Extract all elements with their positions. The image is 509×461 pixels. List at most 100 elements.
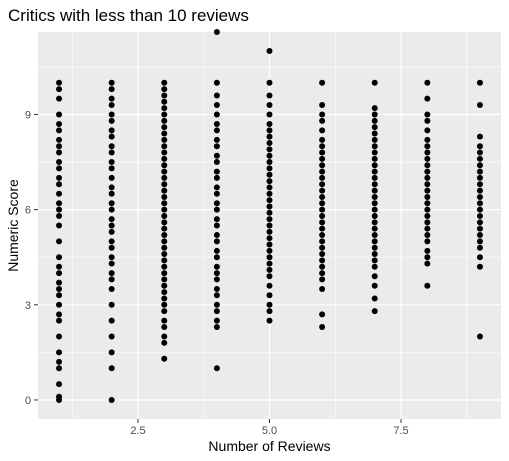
data-point [371, 168, 378, 175]
data-point [319, 101, 326, 108]
data-point [108, 244, 115, 251]
data-point [161, 238, 168, 245]
data-point [161, 333, 168, 340]
data-point [161, 282, 168, 289]
data-point [213, 292, 220, 299]
data-point [371, 105, 378, 112]
data-point [371, 263, 378, 270]
data-point [319, 200, 326, 207]
data-point [371, 232, 378, 239]
y-axis-title: Numeric Score [5, 179, 21, 272]
data-point [161, 124, 168, 131]
data-point [424, 181, 431, 188]
data-point [161, 193, 168, 200]
data-point [108, 200, 115, 207]
data-point [108, 222, 115, 229]
data-point [476, 181, 483, 188]
data-point [371, 187, 378, 194]
data-point [56, 86, 63, 93]
data-point [319, 174, 326, 181]
data-point [161, 301, 168, 308]
data-point [371, 111, 378, 118]
data-point [161, 355, 168, 362]
data-point [476, 238, 483, 245]
data-point [371, 174, 378, 181]
data-point [424, 95, 431, 102]
data-point [371, 117, 378, 124]
data-point [319, 212, 326, 219]
data-point [424, 260, 431, 267]
data-point [56, 358, 63, 365]
data-point [213, 92, 220, 99]
data-point [476, 149, 483, 156]
data-point [266, 48, 273, 55]
data-point [161, 295, 168, 302]
data-point [266, 133, 273, 140]
data-point [108, 276, 115, 283]
data-point [56, 301, 63, 308]
data-point [213, 174, 220, 181]
data-point [108, 111, 115, 118]
data-point [266, 165, 273, 172]
data-point [476, 79, 483, 86]
data-point [213, 190, 220, 197]
data-point [213, 152, 220, 159]
data-point [161, 308, 168, 315]
data-point [266, 317, 273, 324]
x-axis-title: Number of Reviews [208, 438, 330, 454]
data-point [108, 165, 115, 172]
data-point [476, 193, 483, 200]
data-point [266, 190, 273, 197]
data-point [266, 159, 273, 166]
data-point [213, 317, 220, 324]
data-point [108, 143, 115, 150]
data-point [319, 225, 326, 232]
data-point [108, 190, 115, 197]
data-point [108, 365, 115, 372]
data-point [108, 101, 115, 108]
x-tick-label: 5.0 [262, 425, 277, 437]
data-point [213, 276, 220, 283]
data-point [161, 244, 168, 251]
data-point [266, 254, 273, 261]
data-point [319, 149, 326, 156]
data-point [161, 200, 168, 207]
data-point [161, 92, 168, 99]
data-point [161, 143, 168, 150]
data-point [266, 111, 273, 118]
data-point [56, 181, 63, 188]
data-point [319, 219, 326, 226]
data-point [266, 292, 273, 299]
data-point [161, 251, 168, 258]
data-point [266, 228, 273, 235]
x-tick-label: 7.5 [393, 425, 408, 437]
data-point [371, 124, 378, 131]
data-point [266, 301, 273, 308]
data-point [213, 254, 220, 261]
data-point [424, 136, 431, 143]
data-point [319, 193, 326, 200]
data-point [108, 133, 115, 140]
data-point [56, 349, 63, 356]
data-point [56, 333, 63, 340]
data-point [161, 232, 168, 239]
data-point [161, 257, 168, 264]
data-point [319, 111, 326, 118]
data-point [424, 168, 431, 175]
data-point [476, 155, 483, 162]
data-point [266, 266, 273, 273]
data-point [108, 149, 115, 156]
data-point [266, 120, 273, 127]
data-point [371, 200, 378, 207]
data-point [371, 219, 378, 226]
data-point [108, 79, 115, 86]
data-point [213, 232, 220, 239]
x-axis-ticks: 2.5 5.0 7.5 [130, 419, 409, 437]
data-point [476, 187, 483, 194]
data-point [56, 381, 63, 388]
data-point [56, 222, 63, 229]
data-point [476, 206, 483, 213]
data-point [213, 216, 220, 223]
data-point [56, 270, 63, 277]
y-axis-ticks: 0 3 6 9 [25, 109, 38, 407]
